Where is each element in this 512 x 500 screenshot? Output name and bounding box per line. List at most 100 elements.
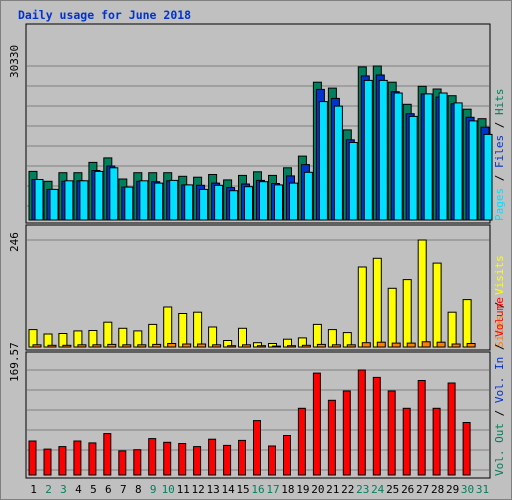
bar-sites-day-1 <box>32 344 42 348</box>
bar-volume-day-5 <box>88 442 97 476</box>
bar-volume-day-4 <box>73 440 82 476</box>
bar-pages-day-31 <box>483 133 493 221</box>
x-tick-label-day-7: 7 <box>120 483 127 496</box>
bar-pages-day-10 <box>169 179 179 221</box>
bar-volume-day-2 <box>43 448 52 476</box>
bar-volume-day-12 <box>193 446 202 476</box>
x-tick-label-day-23: 23 <box>356 483 369 496</box>
x-tick-label-day-17: 17 <box>266 483 279 496</box>
bar-sites-day-7 <box>122 344 132 348</box>
bar-pages-day-4 <box>79 180 89 221</box>
bar-pages-day-19 <box>303 171 313 221</box>
bar-sites-day-19 <box>301 344 311 348</box>
bar-volume-day-9 <box>148 438 157 476</box>
bar-volume-day-10 <box>163 441 172 476</box>
x-tick-label-day-29: 29 <box>446 483 459 496</box>
x-tick-label-day-14: 14 <box>221 483 235 496</box>
y-max-label-volume: 169.57 <box>8 342 21 382</box>
bar-sites-day-6 <box>107 343 117 348</box>
bar-pages-day-9 <box>154 182 164 221</box>
y-max-label-hits-files-pages: 30330 <box>8 45 21 78</box>
bar-volume-day-23 <box>357 369 366 476</box>
bar-pages-day-21 <box>333 105 343 221</box>
bar-pages-day-29 <box>453 102 463 221</box>
bar-pages-day-30 <box>468 120 478 221</box>
x-tick-label-day-16: 16 <box>251 483 264 496</box>
bar-sites-day-20 <box>316 343 326 348</box>
bar-volume-day-11 <box>178 443 187 476</box>
bar-sites-day-27 <box>421 341 431 348</box>
legend-entry-hits: Hits <box>493 89 506 116</box>
bar-sites-day-11 <box>182 343 192 348</box>
x-tick-label-day-28: 28 <box>431 483 444 496</box>
bar-visits-day-20 <box>312 323 322 348</box>
bar-sites-day-15 <box>242 344 251 348</box>
bar-sites-day-5 <box>92 344 102 348</box>
bar-pages-day-6 <box>109 167 119 221</box>
bar-pages-day-22 <box>348 142 358 221</box>
bar-volume-day-14 <box>223 444 232 476</box>
legend-entry-sites: Sites <box>493 315 506 348</box>
bar-visits-day-11 <box>178 313 188 348</box>
legend-separator: / <box>493 403 506 423</box>
bar-pages-day-25 <box>393 92 403 221</box>
bar-pages-day-28 <box>438 92 448 221</box>
x-tick-label-day-5: 5 <box>90 483 97 496</box>
bar-volume-day-15 <box>238 439 246 476</box>
bar-sites-day-30 <box>466 343 476 348</box>
x-tick-label-day-25: 25 <box>386 483 399 496</box>
bar-visits-day-25 <box>387 287 397 348</box>
bar-visits-day-27 <box>417 239 427 348</box>
bar-sites-day-14 <box>227 345 237 348</box>
bar-sites-day-18 <box>287 345 296 348</box>
legend-separator: / <box>493 295 506 315</box>
bar-pages-day-17 <box>274 184 283 221</box>
legend-separator: / <box>493 337 506 357</box>
x-tick-label-day-11: 11 <box>177 483 190 496</box>
x-tick-label-day-10: 10 <box>162 483 175 496</box>
x-tick-label-day-6: 6 <box>105 483 112 496</box>
bar-sites-day-9 <box>152 343 162 348</box>
bar-visits-day-29 <box>447 311 457 348</box>
bar-visits-day-9 <box>148 323 158 348</box>
x-tick-label-day-1: 1 <box>30 483 37 496</box>
legend-entry-files: Files <box>493 135 506 168</box>
legend-entry-visits: Visits <box>493 255 506 295</box>
bar-pages-day-16 <box>259 181 268 221</box>
bar-pages-day-12 <box>199 188 209 221</box>
legend-entry-vol-in: Vol. In <box>493 357 506 403</box>
bar-sites-day-3 <box>62 344 72 348</box>
x-tick-label-day-22: 22 <box>341 483 354 496</box>
bar-pages-day-5 <box>94 170 104 221</box>
bar-pages-day-20 <box>318 101 328 221</box>
bar-visits-day-10 <box>163 306 173 348</box>
bar-visits-day-23 <box>357 266 367 348</box>
bar-visits-day-24 <box>372 257 382 348</box>
bar-sites-day-22 <box>346 344 356 348</box>
bar-sites-day-29 <box>451 343 461 348</box>
legend-visits-sites: Sites / Visits <box>493 255 506 348</box>
bar-volume-day-29 <box>447 382 456 476</box>
bar-volume-day-7 <box>118 450 127 476</box>
legend-separator: / <box>493 115 506 135</box>
bar-sites-day-24 <box>376 341 386 348</box>
bar-volume-day-27 <box>417 380 426 476</box>
bar-pages-day-27 <box>423 93 433 221</box>
bar-sites-day-28 <box>436 341 446 348</box>
bar-pages-day-23 <box>363 79 373 221</box>
x-tick-label-day-18: 18 <box>281 483 294 496</box>
x-tick-label-day-13: 13 <box>206 483 219 496</box>
bar-pages-day-3 <box>64 180 74 221</box>
legend-entry-pages: Pages <box>493 188 506 221</box>
bar-pages-day-26 <box>408 115 418 221</box>
bar-visits-day-15 <box>238 327 247 348</box>
x-tick-label-day-9: 9 <box>150 483 157 496</box>
bar-visits-day-26 <box>402 279 412 348</box>
bar-sites-day-23 <box>361 342 371 348</box>
x-tick-label-day-30: 30 <box>461 483 474 496</box>
bar-pages-day-24 <box>378 79 388 221</box>
chart-title: Daily usage for June 2018 <box>18 8 192 22</box>
bar-volume-day-20 <box>312 372 321 476</box>
x-tick-label-day-12: 12 <box>191 483 204 496</box>
